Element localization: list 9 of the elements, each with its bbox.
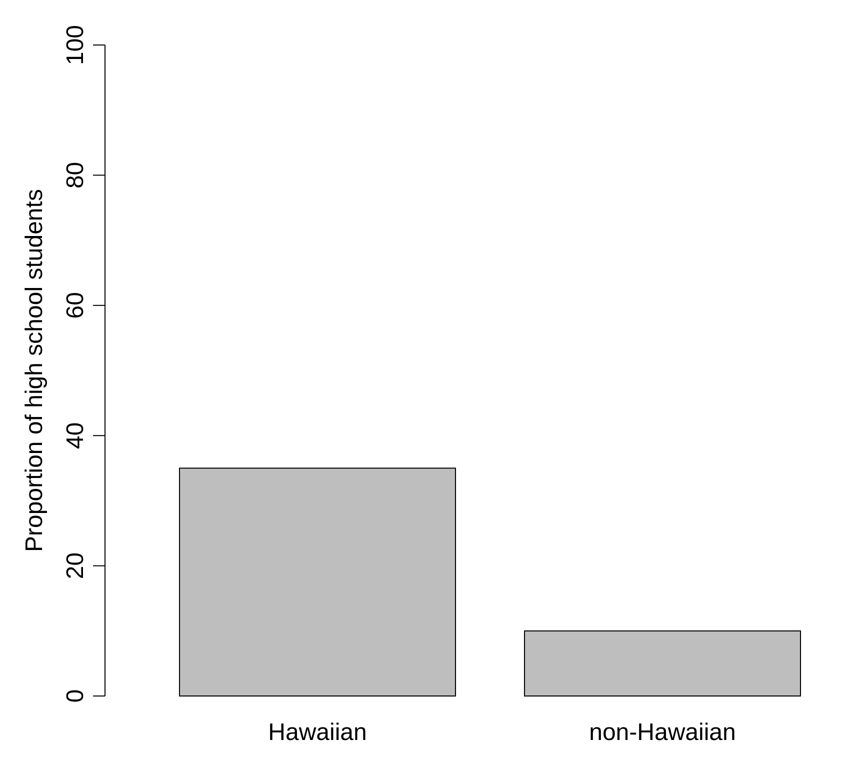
y-tick-label: 80	[62, 162, 89, 189]
x-tick-label: non-Hawaiian	[589, 719, 736, 746]
y-axis-title: Proportion of high school students	[21, 189, 48, 552]
y-tick-label: 40	[62, 422, 89, 449]
y-tick-label: 0	[62, 689, 89, 703]
x-tick-label: Hawaiian	[268, 719, 367, 746]
y-tick-label: 60	[62, 292, 89, 319]
y-tick-label: 20	[62, 552, 89, 580]
y-tick-label: 100	[62, 24, 89, 66]
